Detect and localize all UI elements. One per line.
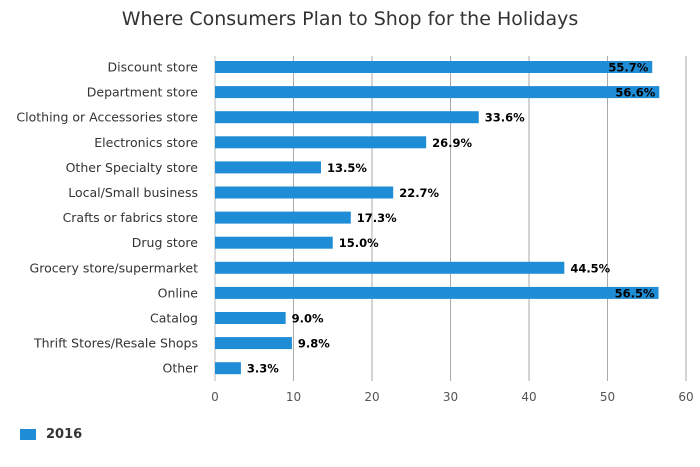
category-label: Drug store xyxy=(132,235,199,250)
bar[interactable] xyxy=(215,286,659,299)
x-tick-label: 20 xyxy=(364,390,379,404)
data-label: 9.8% xyxy=(298,337,330,351)
bar[interactable] xyxy=(215,161,321,174)
data-label: 13.5% xyxy=(327,161,367,175)
bar[interactable] xyxy=(215,236,333,249)
bar[interactable] xyxy=(215,186,394,199)
data-label: 33.6% xyxy=(485,111,525,125)
legend-label: 2016 xyxy=(46,427,83,442)
x-tick-label: 40 xyxy=(521,390,536,404)
bar[interactable] xyxy=(215,86,660,99)
x-tick-label: 10 xyxy=(286,390,301,404)
data-label: 17.3% xyxy=(357,211,397,225)
category-label: Department store xyxy=(87,85,199,100)
category-label: Catalog xyxy=(150,311,198,326)
category-label: Electronics store xyxy=(94,135,198,150)
x-tick-label: 50 xyxy=(600,390,615,404)
category-label: Other xyxy=(163,361,199,376)
data-label: 56.6% xyxy=(615,86,655,100)
data-label: 3.3% xyxy=(247,362,279,376)
data-label: 15.0% xyxy=(339,236,379,250)
category-label: Grocery store/supermarket xyxy=(30,260,199,275)
bar[interactable] xyxy=(215,111,479,124)
category-label: Other Specialty store xyxy=(66,160,199,175)
data-label: 55.7% xyxy=(608,61,648,75)
chart-title: Where Consumers Plan to Shop for the Hol… xyxy=(121,8,579,30)
bar[interactable] xyxy=(215,211,351,224)
legend: 2016 xyxy=(20,427,82,442)
x-tick-label: 0 xyxy=(211,390,219,404)
bar[interactable] xyxy=(215,136,427,149)
bars xyxy=(215,61,660,375)
category-label: Thrift Stores/Resale Shops xyxy=(33,336,198,351)
data-label: 9.0% xyxy=(292,312,324,326)
data-label: 56.5% xyxy=(615,286,655,300)
data-label: 26.9% xyxy=(432,136,472,150)
bar[interactable] xyxy=(215,362,241,375)
bar[interactable] xyxy=(215,61,653,73)
bar[interactable] xyxy=(215,261,565,274)
category-label: Crafts or fabrics store xyxy=(63,210,199,225)
data-label: 22.7% xyxy=(399,186,439,200)
category-label: Clothing or Accessories store xyxy=(16,110,198,125)
x-tick-label: 30 xyxy=(443,390,458,404)
bar[interactable] xyxy=(215,337,292,350)
legend-swatch xyxy=(20,429,36,440)
category-label: Online xyxy=(158,285,199,300)
data-label: 44.5% xyxy=(570,261,610,275)
category-label: Local/Small business xyxy=(68,185,198,200)
bar[interactable] xyxy=(215,312,286,324)
labels: 0 10 20 30 40 50 60 Discount store 55.7% Departme… xyxy=(16,60,693,405)
category-label: Discount store xyxy=(108,60,199,75)
x-tick-label: 60 xyxy=(678,390,693,404)
